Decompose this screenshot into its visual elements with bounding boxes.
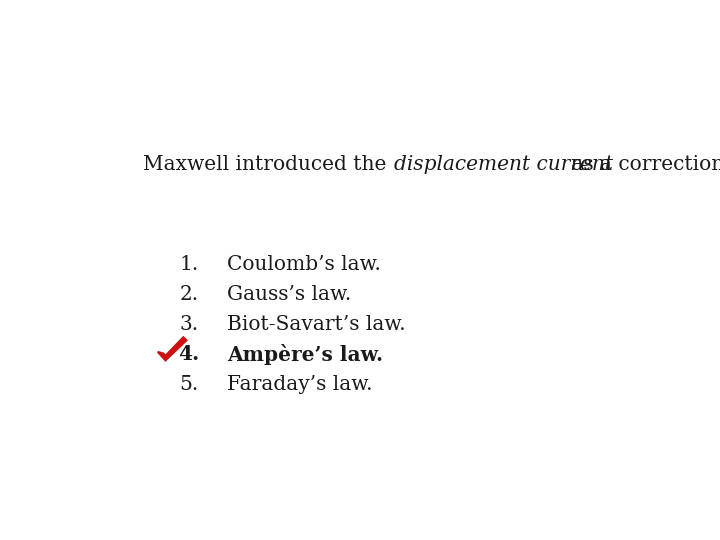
Text: 5.: 5. (179, 375, 199, 394)
Text: 1.: 1. (179, 255, 199, 274)
Text: Faraday’s law.: Faraday’s law. (227, 375, 372, 394)
Text: Biot-Savart’s law.: Biot-Savart’s law. (227, 315, 405, 334)
Text: 4.: 4. (178, 344, 199, 364)
Text: Coulomb’s law.: Coulomb’s law. (227, 255, 381, 274)
Text: displacement current: displacement current (395, 155, 613, 174)
Text: Maxwell introduced the: Maxwell introduced the (143, 155, 393, 174)
Text: 2.: 2. (180, 285, 199, 304)
Text: Gauss’s law.: Gauss’s law. (227, 285, 351, 304)
Text: Ampère’s law.: Ampère’s law. (227, 343, 383, 364)
Text: as a correction to: as a correction to (565, 155, 720, 174)
Text: 3.: 3. (180, 315, 199, 334)
PathPatch shape (158, 338, 186, 360)
